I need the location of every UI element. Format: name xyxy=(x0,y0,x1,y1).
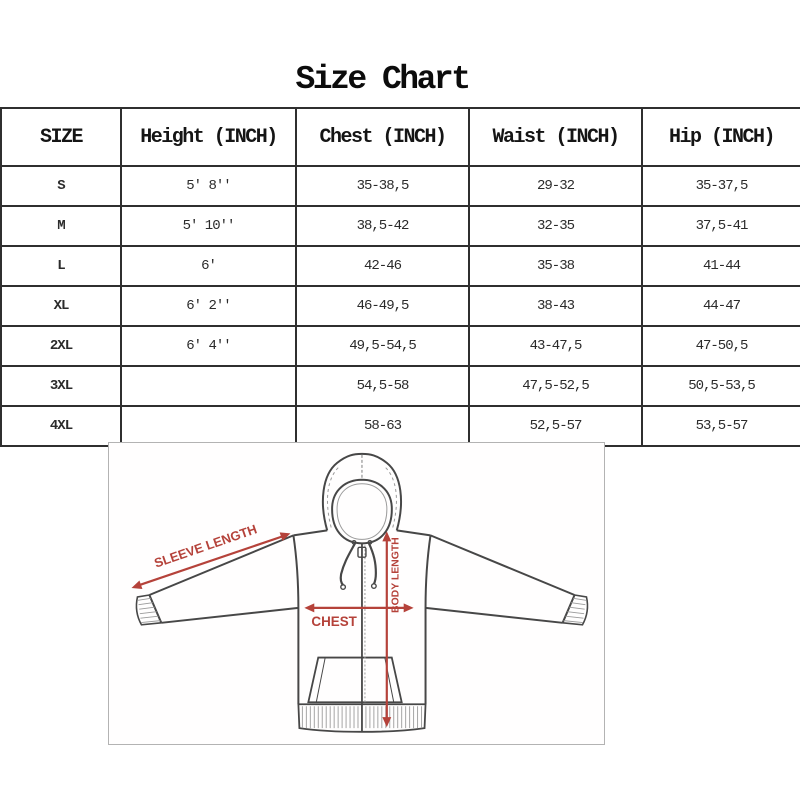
height-cell xyxy=(120,405,297,447)
height-cell: 6' 4'' xyxy=(120,325,297,367)
chest-cell: 58-63 xyxy=(295,405,470,447)
column-header-hip: Hip (INCH) xyxy=(641,107,800,167)
hip-cell: 41-44 xyxy=(641,245,800,287)
sleeve-right xyxy=(425,534,576,624)
column-header-chest: Chest (INCH) xyxy=(295,107,470,167)
chest-label: CHEST xyxy=(311,614,357,629)
size-cell: M xyxy=(0,205,122,247)
height-cell: 6' 2'' xyxy=(120,285,297,327)
hood-stitch-left xyxy=(326,466,340,528)
aglet-left xyxy=(340,584,347,591)
height-cell: 5' 10'' xyxy=(120,205,297,247)
chest-cell: 46-49,5 xyxy=(295,285,470,327)
waist-cell: 52,5-57 xyxy=(468,405,643,447)
column-header-size: SIZE xyxy=(0,107,122,167)
chest-cell: 42-46 xyxy=(295,245,470,287)
body-left-edge xyxy=(292,535,300,705)
hip-cell: 35-37,5 xyxy=(641,165,800,207)
sleeve-length-arrow xyxy=(131,532,291,590)
waist-cell: 32-35 xyxy=(468,205,643,247)
body-length-arrow xyxy=(382,531,392,728)
table-row: S 5' 8'' 35-38,5 29-32 35-37,5 xyxy=(0,165,800,207)
cuff-left-ribs xyxy=(137,597,161,624)
size-cell: 4XL xyxy=(0,405,122,447)
page-title: Size Chart xyxy=(295,61,471,98)
column-header-waist: Waist (INCH) xyxy=(468,107,643,167)
hip-cell: 50,5-53,5 xyxy=(641,365,800,407)
cuff-right xyxy=(562,594,589,626)
chest-cell: 49,5-54,5 xyxy=(295,325,470,367)
waist-cell: 38-43 xyxy=(468,285,643,327)
waist-cell: 47,5-52,5 xyxy=(468,365,643,407)
chest-cell: 38,5-42 xyxy=(295,205,470,247)
cuff-right-ribs xyxy=(563,597,587,624)
hood-opening xyxy=(331,478,393,545)
kangaroo-pocket xyxy=(307,656,403,704)
size-cell: L xyxy=(0,245,122,287)
shoulder-left xyxy=(293,529,328,537)
hood-opening-inner-line xyxy=(336,483,388,540)
chest-arrow xyxy=(304,603,414,613)
waist-cell: 35-38 xyxy=(468,245,643,287)
table-header-row: SIZE Height (INCH) Chest (INCH) Waist (I… xyxy=(0,107,800,167)
hip-cell: 53,5-57 xyxy=(641,405,800,447)
table-row: 3XL 54,5-58 47,5-52,5 50,5-53,5 xyxy=(0,365,800,407)
table-row: 2XL 6' 4'' 49,5-54,5 43-47,5 47-50,5 xyxy=(0,325,800,367)
table-row: L 6' 42-46 35-38 41-44 xyxy=(0,245,800,287)
height-cell xyxy=(120,365,297,407)
body-right-edge xyxy=(424,535,432,705)
size-cell: S xyxy=(0,165,122,207)
hem-ribs xyxy=(301,706,423,729)
waist-cell: 43-47,5 xyxy=(468,325,643,367)
hip-cell: 47-50,5 xyxy=(641,325,800,367)
size-cell: XL xyxy=(0,285,122,327)
aglet-right xyxy=(370,583,377,590)
chest-cell: 35-38,5 xyxy=(295,165,470,207)
pocket-slits xyxy=(315,657,395,703)
hip-cell: 37,5-41 xyxy=(641,205,800,247)
hood-outline xyxy=(321,452,402,531)
shoulder-right xyxy=(396,529,431,537)
table-row: M 5' 10'' 38,5-42 32-35 37,5-41 xyxy=(0,205,800,247)
sleeve-left xyxy=(148,534,299,624)
body-length-label: BODY LENGTH xyxy=(391,537,402,613)
size-cell: 3XL xyxy=(0,365,122,407)
hip-cell: 44-47 xyxy=(641,285,800,327)
chest-cell: 54,5-58 xyxy=(295,365,470,407)
hoodie-drawing: SLEEVE LENGTH BODY LENGTH CHEST xyxy=(131,452,589,733)
column-header-height: Height (INCH) xyxy=(120,107,297,167)
table-row: 4XL 58-63 52,5-57 53,5-57 xyxy=(0,405,800,447)
drawstring-right xyxy=(367,542,377,585)
size-cell: 2XL xyxy=(0,325,122,367)
waist-cell: 29-32 xyxy=(468,165,643,207)
drawstring-left xyxy=(339,542,356,586)
size-chart-table: SIZE Height (INCH) Chest (INCH) Waist (I… xyxy=(0,107,800,447)
height-cell: 5' 8'' xyxy=(120,165,297,207)
hood-stitch-right xyxy=(384,466,397,528)
hem-band xyxy=(297,703,427,733)
hoodie-measurement-diagram: SLEEVE LENGTH BODY LENGTH CHEST xyxy=(108,442,605,745)
height-cell: 6' xyxy=(120,245,297,287)
table-row: XL 6' 2'' 46-49,5 38-43 44-47 xyxy=(0,285,800,327)
cuff-left xyxy=(135,594,162,626)
zipper-pull xyxy=(357,546,367,558)
